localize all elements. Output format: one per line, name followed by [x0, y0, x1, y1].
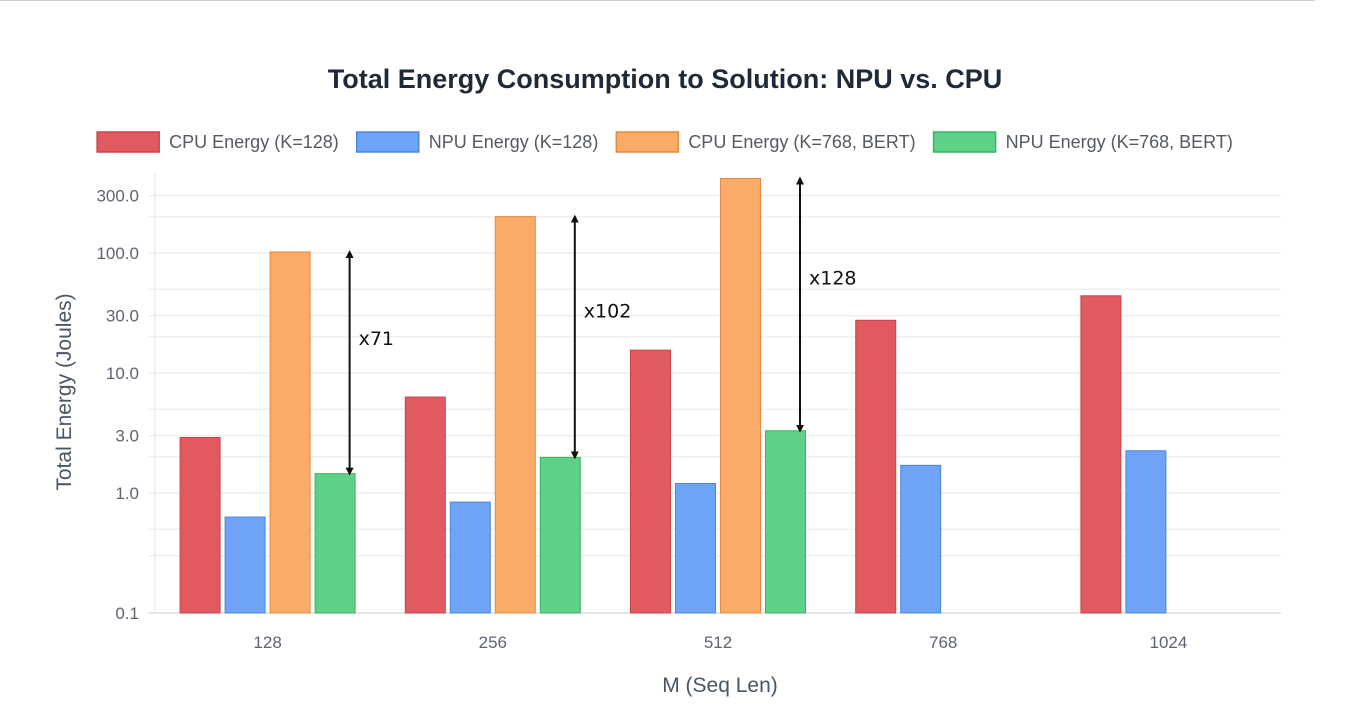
legend-label: CPU Energy (K=128)	[169, 132, 339, 152]
y-tick-label: 300.0	[96, 187, 139, 206]
ratio-label: x128	[809, 267, 857, 289]
bar	[539, 456, 581, 614]
legend: CPU Energy (K=128) NPU Energy (K=128) CPU …	[96, 131, 1233, 153]
y-tick-label: 0.1	[115, 604, 139, 623]
x-tick-label: 256	[479, 633, 507, 652]
y-axis-label: Total Energy (Joules)	[53, 293, 76, 490]
y-axis-ticks: 0.1 1.0 3.0 10.0 30.0 100.0 300.0	[96, 187, 139, 623]
legend-label: NPU Energy (K=768, BERT)	[1006, 132, 1233, 152]
legend-label: CPU Energy (K=768, BERT)	[688, 132, 915, 152]
bar	[269, 251, 311, 614]
x-axis-ticks: 128 256 512 768 1024	[253, 633, 1187, 652]
bar	[900, 464, 942, 614]
bar	[404, 396, 446, 614]
ratio-label: x102	[584, 301, 632, 323]
y-tick-label: 3.0	[115, 427, 139, 446]
x-axis-label: M (Seq Len)	[662, 674, 778, 697]
bar	[720, 177, 761, 614]
bars	[179, 177, 1167, 614]
y-tick-label: 10.0	[106, 364, 139, 383]
x-tick-label: 512	[704, 633, 732, 652]
x-tick-label: 128	[253, 633, 281, 652]
legend-swatch	[932, 131, 997, 153]
top-divider	[0, 0, 1315, 1]
bar	[494, 216, 536, 614]
legend-swatch	[96, 131, 160, 153]
bar	[449, 501, 491, 614]
y-tick-label: 100.0	[96, 244, 139, 263]
x-tick-label: 1024	[1149, 633, 1187, 652]
bar	[675, 482, 716, 614]
annotations: x71 x102 x128	[345, 176, 857, 476]
y-tick-label: 30.0	[106, 307, 139, 326]
legend-swatch	[615, 131, 680, 153]
chart-title: Total Energy Consumption to Solution: NP…	[328, 64, 1003, 94]
ratio-label: x71	[359, 328, 394, 350]
bar	[1125, 450, 1167, 614]
bar	[224, 516, 266, 614]
bar	[1080, 295, 1122, 614]
x-tick-label: 768	[929, 633, 957, 652]
bar	[855, 319, 897, 614]
bar	[765, 430, 806, 614]
legend-label: NPU Energy (K=128)	[429, 132, 599, 152]
y-tick-label: 1.0	[115, 484, 139, 503]
bar	[179, 437, 221, 614]
bar	[314, 473, 356, 614]
bar	[630, 349, 671, 614]
legend-swatch	[355, 131, 420, 153]
